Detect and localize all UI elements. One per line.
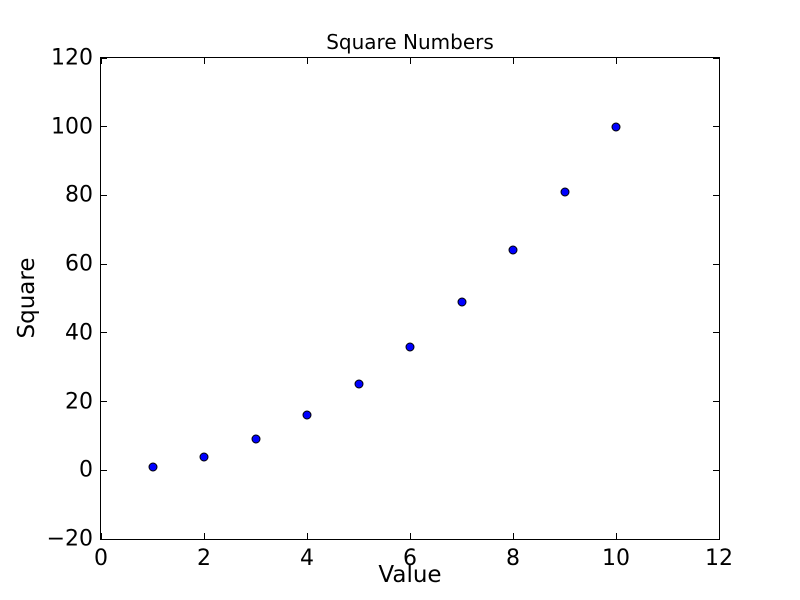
data-point (354, 379, 363, 389)
x-tick (306, 533, 308, 539)
plot-area: 0 2 4 6 8 10 12 −20 0 20 40 60 80 100 120 (47, 46, 733, 572)
x-tick (203, 533, 205, 539)
x-tick (718, 533, 720, 539)
y-tick-right (713, 194, 719, 196)
x-tick-label: 10 (602, 546, 630, 571)
x-tick (615, 533, 617, 539)
x-tick-label: 8 (506, 546, 520, 571)
data-point (405, 342, 415, 352)
y-tick-label: 120 (51, 45, 93, 71)
y-tick-right (713, 263, 719, 265)
y-tick (101, 538, 107, 540)
y-tick (101, 332, 107, 334)
y-tick-label: 0 (79, 457, 93, 483)
y-tick-label: 80 (65, 182, 93, 208)
x-tick-top (512, 58, 514, 64)
y-tick-right (713, 126, 719, 128)
chart-title: Square Numbers (326, 30, 494, 54)
y-tick-label: 40 (65, 320, 93, 346)
x-tick-top (718, 58, 720, 64)
data-point (508, 245, 518, 255)
x-tick-label: 6 (403, 546, 417, 571)
x-tick-top (203, 58, 205, 64)
x-tick-top (615, 58, 617, 64)
data-point (199, 452, 209, 462)
data-point (251, 434, 260, 444)
y-tick (101, 194, 107, 196)
y-tick-right (713, 538, 719, 540)
x-tick-label: 4 (300, 546, 314, 571)
data-point (302, 410, 312, 420)
data-point (560, 187, 569, 197)
data-point (457, 297, 466, 307)
x-tick-top (100, 58, 102, 64)
y-tick-label: 20 (65, 389, 93, 415)
x-tick (512, 533, 514, 539)
x-tick (100, 533, 102, 539)
y-tick-right (713, 469, 719, 471)
x-tick-label: 2 (197, 546, 211, 571)
y-tick-label: −20 (46, 526, 93, 552)
x-axis-label: Value (378, 562, 442, 588)
y-tick-label: 100 (51, 114, 93, 140)
y-tick-right (713, 401, 719, 403)
x-tick-top (306, 58, 308, 64)
x-tick-label: 12 (705, 546, 733, 571)
y-tick (101, 469, 107, 471)
y-axis-label: Square (14, 257, 40, 339)
y-tick (101, 57, 107, 59)
data-point (611, 122, 621, 132)
x-tick (409, 533, 411, 539)
y-tick-right (713, 57, 719, 59)
y-tick (101, 126, 107, 128)
data-point (148, 462, 157, 472)
y-tick-right (713, 332, 719, 334)
x-tick-top (409, 58, 411, 64)
y-tick-label: 60 (65, 251, 93, 277)
y-tick (101, 263, 107, 265)
y-tick (101, 401, 107, 403)
x-tick-label: 0 (94, 546, 108, 571)
